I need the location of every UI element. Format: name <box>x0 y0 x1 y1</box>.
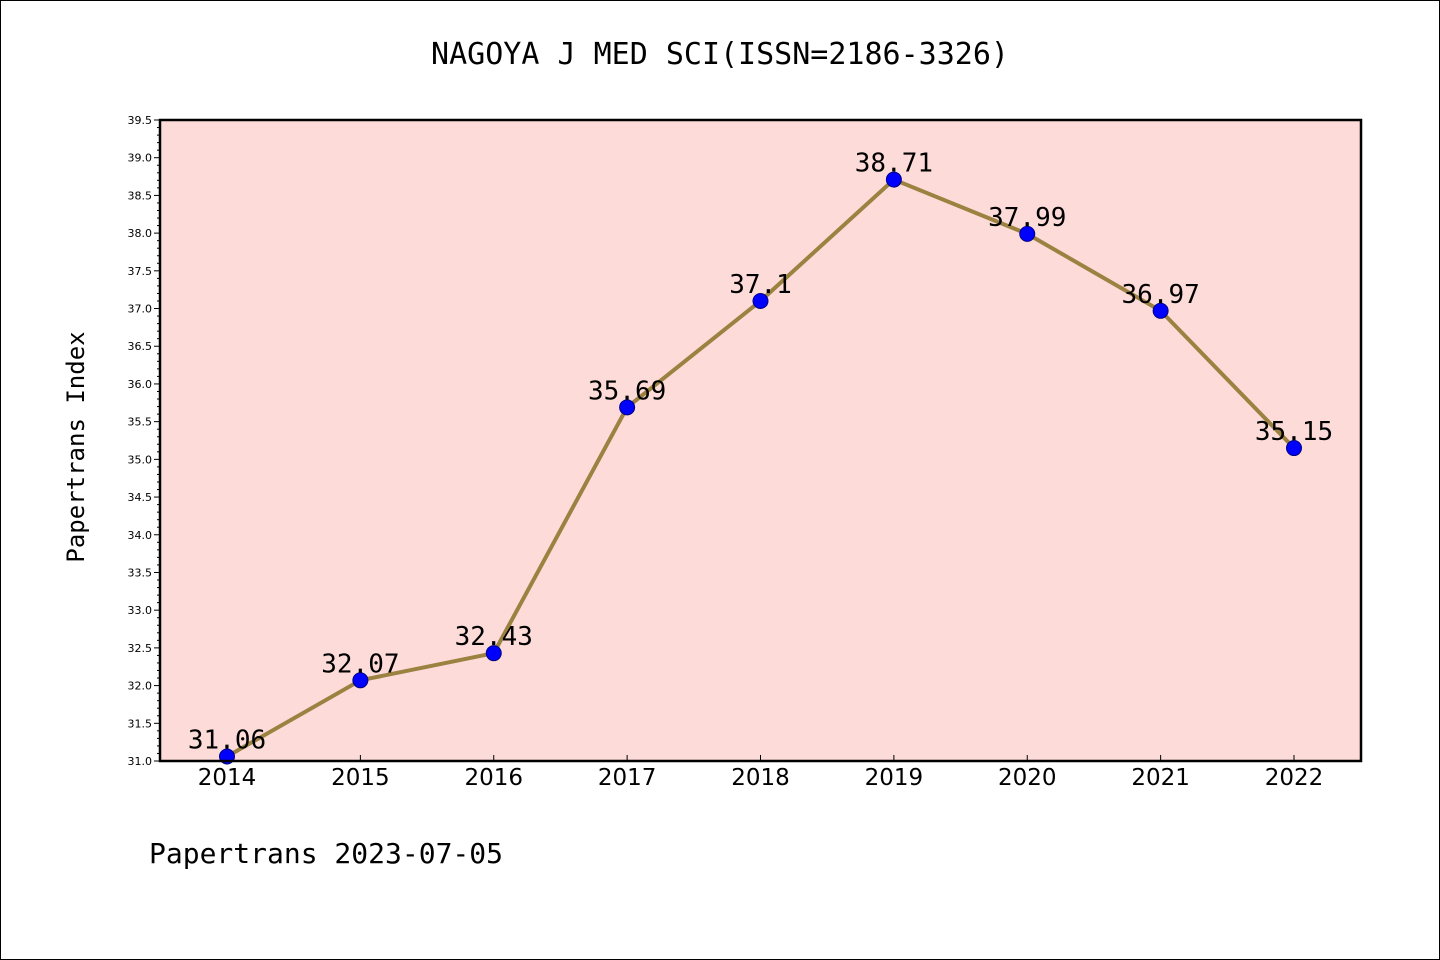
x-tick-label: 2014 <box>198 765 257 791</box>
data-point <box>752 292 769 309</box>
x-tick-label: 2019 <box>865 765 924 791</box>
chart-title: NAGOYA J MED SCI(ISSN=2186-3326) <box>431 37 1009 72</box>
x-tick-label: 2021 <box>1131 765 1190 791</box>
plot-background <box>160 120 1361 761</box>
x-tick-label: 2017 <box>598 765 657 791</box>
data-label: 37.1 <box>729 270 792 300</box>
data-label: 36.97 <box>1121 280 1199 310</box>
y-tick-label: 32.5 <box>128 642 153 655</box>
y-tick-label: 34.0 <box>128 529 153 542</box>
y-tick-label: 36.5 <box>128 340 153 353</box>
y-tick-label: 36.0 <box>128 378 153 391</box>
data-label: 31.06 <box>188 725 266 755</box>
data-point <box>619 399 636 416</box>
y-tick-label: 35.0 <box>128 453 153 466</box>
footer-credit: Papertrans 2023-07-05 <box>149 837 504 870</box>
data-point <box>352 672 369 689</box>
y-tick-label: 34.5 <box>128 491 153 504</box>
y-tick-label: 38.0 <box>128 227 153 240</box>
data-label: 38.71 <box>855 149 933 179</box>
data-label: 32.43 <box>455 622 533 652</box>
x-tick-label: 2015 <box>331 765 390 791</box>
x-tick-label: 2018 <box>731 765 790 791</box>
y-tick-label: 31.5 <box>128 717 153 730</box>
data-label: 35.69 <box>588 376 666 406</box>
y-tick-label: 35.5 <box>128 416 153 429</box>
x-tick-label: 2020 <box>998 765 1057 791</box>
data-label: 32.07 <box>321 649 399 679</box>
x-tick-label: 2022 <box>1265 765 1324 791</box>
data-point <box>485 645 502 662</box>
y-tick-label: 33.5 <box>128 566 153 579</box>
y-tick-label: 33.0 <box>128 604 153 617</box>
data-label: 35.15 <box>1255 417 1333 447</box>
data-point <box>1286 440 1302 457</box>
data-point <box>885 171 902 188</box>
data-point <box>1019 225 1036 242</box>
x-tick-label: 2016 <box>464 765 523 791</box>
y-tick-label: 38.5 <box>128 189 153 202</box>
y-tick-label: 37.5 <box>128 265 153 278</box>
y-tick-label: 31.0 <box>128 755 153 768</box>
data-label: 37.99 <box>988 203 1066 233</box>
y-tick-label: 37.0 <box>128 303 153 316</box>
y-tick-label: 39.0 <box>128 152 153 165</box>
y-tick-label: 39.5 <box>128 114 153 127</box>
y-tick-label: 32.0 <box>128 680 153 693</box>
plot-border <box>158 118 1363 763</box>
data-point <box>1152 302 1169 319</box>
